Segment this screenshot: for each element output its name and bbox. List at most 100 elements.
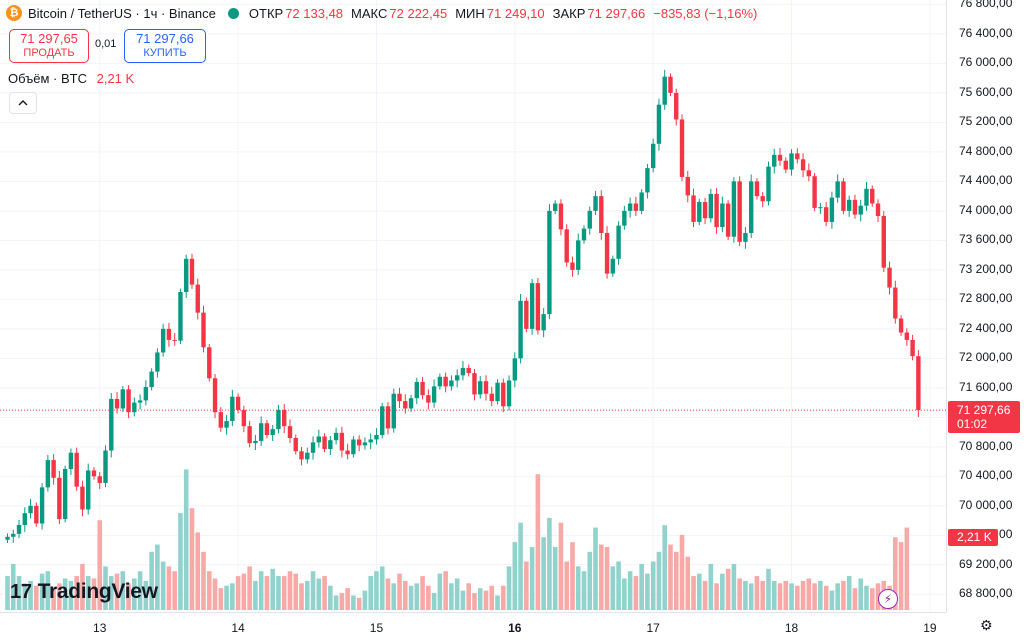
collapse-legend-button[interactable]	[9, 92, 37, 114]
candle-body	[725, 203, 731, 237]
candle-body	[622, 210, 627, 226]
candle-body	[795, 153, 800, 160]
volume-value: 2,21 K	[96, 71, 135, 86]
volume-bar	[10, 563, 16, 610]
candle-body	[460, 367, 466, 376]
volume-bar	[253, 580, 258, 610]
candle-body	[368, 439, 373, 443]
volume-bar	[235, 576, 241, 610]
volume-bar	[483, 590, 489, 610]
sell-button[interactable]: 71 297,65 ПРОДАТЬ	[9, 29, 89, 63]
volume-bar	[51, 588, 56, 610]
volume-bar	[743, 580, 748, 610]
time-axis[interactable]: 13 14 15 16 17 18 19	[0, 612, 946, 640]
candle-body	[489, 393, 494, 402]
candle-body	[207, 347, 212, 379]
candle-body	[385, 406, 391, 429]
volume-bar	[598, 544, 604, 610]
volume-bar	[97, 520, 103, 610]
candle-body	[293, 437, 298, 452]
volume-bar	[408, 585, 414, 610]
candle-body	[166, 328, 172, 340]
time-tick-label: 15	[369, 621, 384, 635]
candle-body	[864, 188, 869, 206]
price-tick-label: 76 000,00	[959, 55, 1013, 70]
symbol-legend: ₿ Bitcoin / TetherUS · 1ч · Binance ОТКР…	[6, 5, 765, 21]
candle-body	[835, 181, 840, 198]
price-chart[interactable]	[0, 0, 946, 612]
price-tick-label: 70 000,00	[959, 497, 1013, 512]
volume-bar	[299, 583, 304, 610]
volume-bar	[898, 542, 904, 610]
candle-body	[506, 380, 512, 407]
candle-body	[333, 432, 339, 441]
volume-bar	[80, 563, 85, 610]
price-axis[interactable]: 76 800,00 76 400,00 76 000,00 75 600,00 75 2…	[946, 0, 1024, 612]
gear-icon[interactable]: ⚙	[980, 617, 993, 633]
tradingview-logo-text: TradingView	[37, 580, 158, 603]
candle-body	[443, 376, 448, 387]
volume-bar	[581, 571, 587, 610]
candle-body	[316, 436, 322, 443]
volume-bar	[737, 578, 742, 610]
candle-body	[697, 202, 702, 222]
candle-body	[86, 470, 91, 510]
volume-bar	[345, 588, 350, 610]
volume-bar	[310, 571, 316, 610]
buy-button[interactable]: 71 297,66 КУПИТЬ	[124, 29, 206, 63]
candle-body	[11, 533, 16, 537]
candle-body	[529, 283, 535, 329]
candle-body	[356, 439, 362, 446]
volume-bar	[108, 576, 114, 610]
candle-body	[109, 398, 114, 451]
volume-bar	[558, 522, 564, 610]
chart-area[interactable]	[0, 0, 946, 612]
candle-body	[743, 233, 748, 242]
candle-body	[57, 477, 62, 520]
candle-body	[322, 436, 327, 450]
candle-body	[310, 442, 316, 453]
candle-body	[472, 373, 477, 395]
volume-bar	[622, 578, 627, 610]
volume-bar	[691, 576, 696, 610]
candle-body	[587, 210, 592, 229]
candle-body	[610, 258, 616, 274]
volume-bar	[610, 566, 616, 610]
candle-body	[351, 439, 356, 455]
close-label: ЗАКР	[552, 5, 586, 21]
candle-body	[916, 356, 921, 411]
candle-body	[887, 267, 892, 288]
candle-body	[224, 421, 229, 428]
volume-bar	[449, 583, 454, 610]
volume-bar	[454, 578, 460, 610]
volume-bar	[639, 563, 644, 610]
symbol-title[interactable]: Bitcoin / TetherUS · 1ч · Binance	[28, 5, 216, 21]
volume-bar	[39, 573, 45, 610]
chevron-up-icon	[18, 97, 28, 109]
price-tick-label: 75 200,00	[959, 114, 1013, 129]
volume-bar	[893, 537, 898, 610]
candle-body	[62, 468, 68, 520]
volume-bar	[720, 573, 725, 610]
candle-body	[783, 160, 788, 170]
volume-bar	[466, 583, 471, 610]
volume-bar	[725, 568, 731, 610]
low-label: МИН	[455, 5, 485, 21]
lightning-icon[interactable]: ⚡	[878, 589, 898, 609]
volume-legend[interactable]: Объём · BTC 2,21 K	[8, 71, 134, 86]
candle-body	[91, 470, 97, 477]
volume-bar	[374, 571, 379, 610]
volume-bar	[57, 583, 62, 610]
candle-body	[552, 203, 558, 211]
time-tick-label: 18	[784, 621, 799, 635]
volume-bar	[835, 583, 840, 610]
candle-body	[858, 205, 863, 215]
volume-bar	[818, 580, 823, 610]
volume-bar	[276, 576, 281, 610]
spread-value: 0,01	[95, 38, 117, 50]
bitcoin-icon[interactable]: ₿	[6, 5, 22, 21]
volume-bar	[85, 576, 91, 610]
tradingview-logo[interactable]: 17 TradingView	[10, 580, 158, 604]
candle-body	[16, 524, 22, 534]
candle-body	[132, 402, 137, 413]
